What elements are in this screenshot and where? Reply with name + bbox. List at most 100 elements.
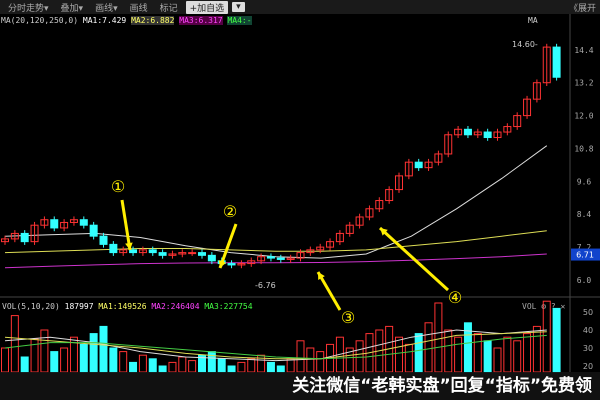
volume-bar	[60, 347, 69, 373]
add-favorite-button[interactable]: +加自选	[185, 0, 229, 14]
candle-up	[168, 253, 177, 256]
vol-ma3: MA3:227754	[204, 302, 253, 311]
candle-up	[188, 252, 197, 255]
candle-down	[50, 219, 59, 229]
toolbar-overlay[interactable]: 叠加▾	[60, 3, 84, 14]
candle-down	[207, 254, 216, 262]
volume-bar	[50, 351, 59, 373]
chevron-down-icon[interactable]: ▾	[232, 2, 245, 12]
volume-bar	[188, 360, 197, 373]
marker-3: ③	[341, 308, 355, 327]
volume-bar	[138, 354, 147, 373]
candle-down	[148, 249, 157, 254]
candle-up	[69, 219, 78, 223]
candle-up	[138, 249, 147, 254]
volume-bar	[40, 329, 49, 373]
price-tick: 6.0	[577, 276, 592, 285]
candle-down	[89, 224, 98, 237]
volume-bar	[316, 351, 325, 373]
arrowhead-1	[125, 242, 133, 250]
volume-bar	[99, 325, 108, 373]
candle-up	[345, 224, 354, 234]
candle-down	[227, 263, 236, 266]
volume-tick: 30	[583, 344, 593, 353]
high-price-label: 14.60-	[512, 40, 538, 49]
arrow-1	[120, 199, 132, 251]
candle-up	[306, 249, 315, 254]
vol-ma10-line	[4, 331, 547, 360]
volume-bar	[178, 356, 187, 373]
volume-bar	[296, 340, 305, 373]
toolbar-draw2[interactable]: 画线	[129, 3, 148, 14]
candle-down	[79, 219, 88, 226]
toolbar-mark[interactable]: 标记	[159, 3, 178, 14]
vol-value: 187997	[64, 302, 94, 311]
candle-up	[523, 98, 532, 117]
candle-down	[198, 252, 206, 256]
candle-up	[493, 131, 502, 139]
volume-bar	[217, 358, 226, 373]
current-price-label: 6.71	[576, 251, 594, 260]
candle-up	[503, 126, 512, 133]
volume-bar	[493, 347, 502, 373]
candle-up	[335, 232, 344, 243]
volume-bar	[168, 361, 177, 373]
volume-bar	[355, 340, 364, 373]
candle-up	[434, 153, 443, 163]
volume-bar	[424, 322, 433, 373]
volume-bar	[148, 358, 157, 373]
volume-bar	[552, 307, 561, 373]
marker-1: ①	[111, 177, 125, 196]
candle-up	[355, 216, 364, 226]
candle-up	[178, 252, 187, 255]
vol-ma1: MA1:149526	[98, 302, 147, 311]
low-price-label: -6.76	[255, 281, 276, 290]
volume-bar	[503, 336, 512, 373]
price-tick: 8.4	[577, 210, 592, 219]
volume-bar	[483, 340, 492, 373]
candle-up	[316, 246, 325, 251]
volume-bar	[473, 333, 482, 373]
candle-up	[30, 224, 39, 243]
volume-bar	[207, 351, 216, 373]
candle-up	[375, 200, 384, 210]
volume-bar	[286, 358, 295, 373]
volume-bar	[532, 325, 541, 373]
candle-up	[444, 134, 453, 155]
volume-bar	[10, 315, 19, 373]
candle-up	[247, 260, 256, 265]
candle-up	[60, 221, 69, 229]
marker-4: ④	[448, 288, 462, 307]
volume-bar	[523, 333, 532, 373]
toolbar-draw[interactable]: 画线▾	[95, 3, 118, 14]
candle-down	[20, 232, 29, 243]
candle-down	[99, 235, 108, 245]
vol-legend: VOL(5,10,20) 187997 MA1:149526 MA2:24640…	[2, 302, 253, 311]
candle-down	[552, 46, 561, 78]
volume-bar	[404, 343, 413, 373]
candle-down	[158, 252, 167, 256]
volume-bar	[89, 333, 98, 373]
volume-bar	[20, 356, 29, 373]
candle-down	[266, 256, 275, 259]
main-legend: MA(20,120,250,0) MA1:7.429 MA2:6.882 MA3…	[1, 16, 252, 25]
candle-up	[257, 256, 266, 262]
vol-label: VOL(5,10,20)	[2, 302, 60, 311]
toolbar-intraday[interactable]: 分时走势▾	[8, 3, 49, 14]
candle-up	[424, 161, 433, 169]
ma20-line	[4, 145, 548, 259]
expand-button[interactable]: 《展开	[568, 4, 596, 14]
price-tick: 7.2	[577, 243, 592, 252]
price-tick: 9.6	[577, 177, 592, 186]
arrowhead-3	[318, 272, 325, 280]
ma1-value: MA1:7.429	[82, 16, 127, 25]
ma250-line	[4, 253, 547, 269]
marker-2: ②	[223, 202, 237, 221]
ma120-line	[4, 230, 547, 254]
candle-up	[237, 263, 246, 266]
candle-up	[513, 115, 522, 128]
candle-up	[10, 232, 19, 240]
candle-down	[276, 257, 285, 260]
vol-ma2: MA2:246404	[151, 302, 200, 311]
